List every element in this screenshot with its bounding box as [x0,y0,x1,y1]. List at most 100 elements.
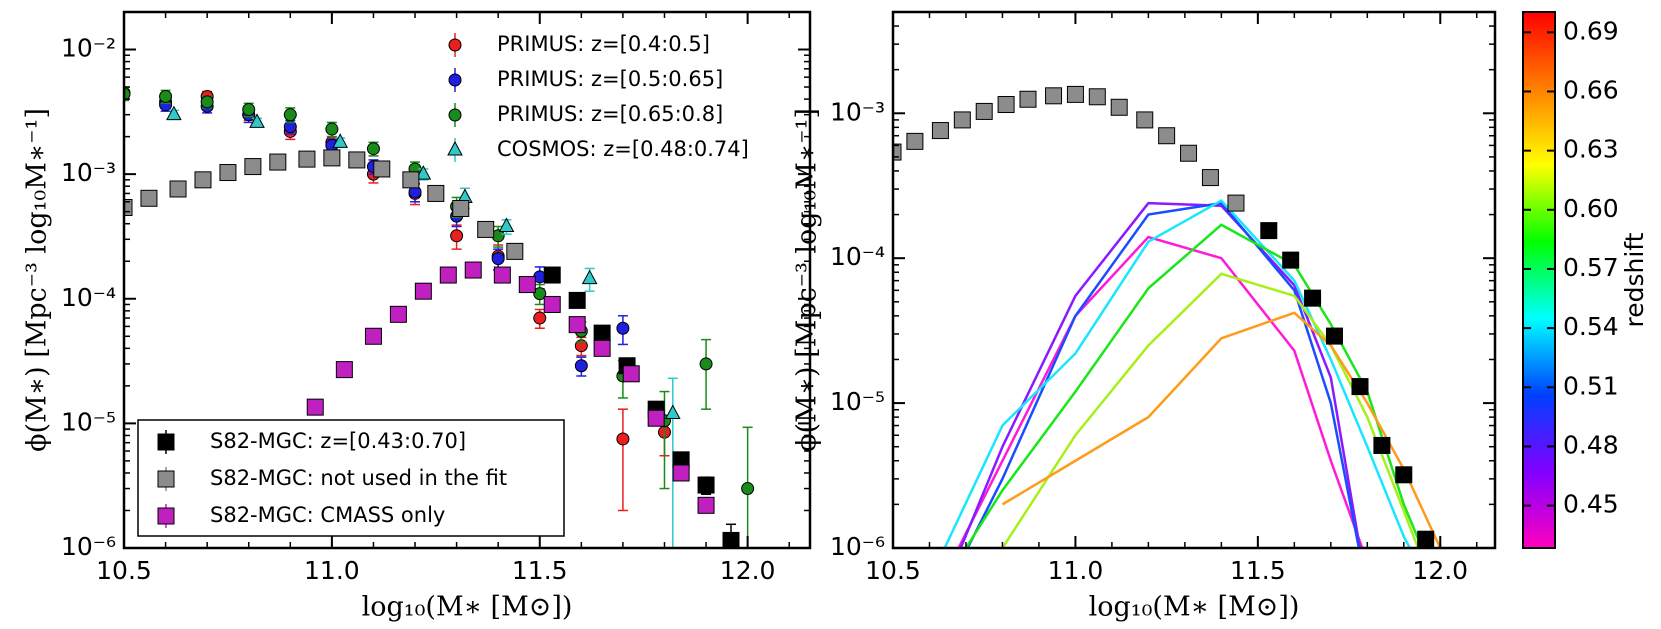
line [1001,311,1442,548]
point [647,409,665,427]
point [242,103,256,117]
x-tick-label: 12.0 [1412,556,1468,585]
point [448,73,462,87]
colorbar-tick-label: 0.48 [1563,430,1619,459]
point [593,339,611,357]
y-tick-label: 10⁻⁵ [830,387,885,416]
y-axis-label: ϕ(M∗) [Mpc⁻³ log₁₀M∗⁻¹] [792,108,823,452]
y-tick-label: 10⁻⁴ [830,242,885,271]
colorbar-tick-label: 0.54 [1563,312,1619,341]
point [159,89,173,103]
point [616,321,630,335]
point [348,151,366,169]
point [568,316,586,334]
point [506,242,524,260]
y-tick-label: 10⁻⁶ [61,532,116,561]
point [373,160,391,178]
point [306,398,324,416]
point [269,153,287,171]
point [1351,378,1369,396]
point [140,189,158,207]
x-tick-label: 11.0 [1048,556,1104,585]
point [194,171,212,189]
point [447,140,463,156]
point [1395,466,1413,484]
point [323,149,341,167]
point [741,482,755,496]
point [893,143,902,161]
point [1136,111,1154,129]
point [493,266,511,284]
point [533,287,547,301]
point [1201,169,1219,187]
line [957,235,1364,548]
point [298,150,316,168]
x-axis-label: log₁₀(M∗ [M⊙]) [1089,592,1300,623]
point [366,142,380,156]
point [1227,194,1245,212]
legend-label: S82-MGC: z=[0.43:0.70] [210,429,466,453]
point [1373,436,1391,454]
point [124,198,133,216]
point [664,404,681,420]
line [959,201,1362,548]
point [157,507,175,525]
point [1325,327,1343,345]
point [283,108,297,122]
point [414,282,432,300]
point [427,184,445,202]
point [1304,289,1322,307]
point [200,95,214,109]
colorbar-label: redshift [1620,232,1649,327]
point [402,171,420,189]
plot-area [124,86,755,548]
point [1088,88,1106,106]
point [364,327,382,345]
point [533,311,547,325]
point [157,433,175,451]
colorbar-tick-label: 0.60 [1563,194,1619,223]
point [332,133,349,148]
point [616,432,630,446]
legend-label: COSMOS: z=[0.48:0.74] [497,137,749,161]
point [906,132,924,150]
point [389,305,407,323]
colorbar-tick-label: 0.63 [1563,135,1619,164]
point [464,261,482,279]
point [244,158,262,176]
legend-label: PRIMUS: z=[0.65:0.8] [497,102,723,126]
point [953,111,971,129]
legend-box [137,419,565,537]
point [997,95,1015,113]
x-tick-label: 12.0 [720,556,776,585]
point [219,164,237,182]
point [448,38,462,52]
colorbar-tick-label: 0.45 [1563,490,1619,519]
point [448,108,462,122]
point [1110,98,1128,116]
y-tick-label: 10⁻⁶ [830,532,885,561]
x-tick-label: 11.0 [304,556,360,585]
point [697,476,715,494]
point [477,220,495,238]
point [498,217,515,233]
line [1001,272,1420,548]
axes-frame [122,10,812,550]
y-tick-label: 10⁻³ [830,97,885,126]
point [166,105,182,121]
point [975,102,993,120]
point [169,180,187,198]
point [1045,87,1063,105]
colorbar-tick-label: 0.51 [1563,371,1619,400]
point [450,229,464,243]
y-tick-label: 10⁻⁵ [61,407,116,436]
point [415,165,432,180]
point [491,252,505,266]
point [581,269,598,285]
plot-area [893,85,1442,548]
point [439,266,457,284]
point [1180,144,1198,162]
legend-label: S82-MGC: not used in the fit [210,466,507,490]
line [966,201,1361,548]
